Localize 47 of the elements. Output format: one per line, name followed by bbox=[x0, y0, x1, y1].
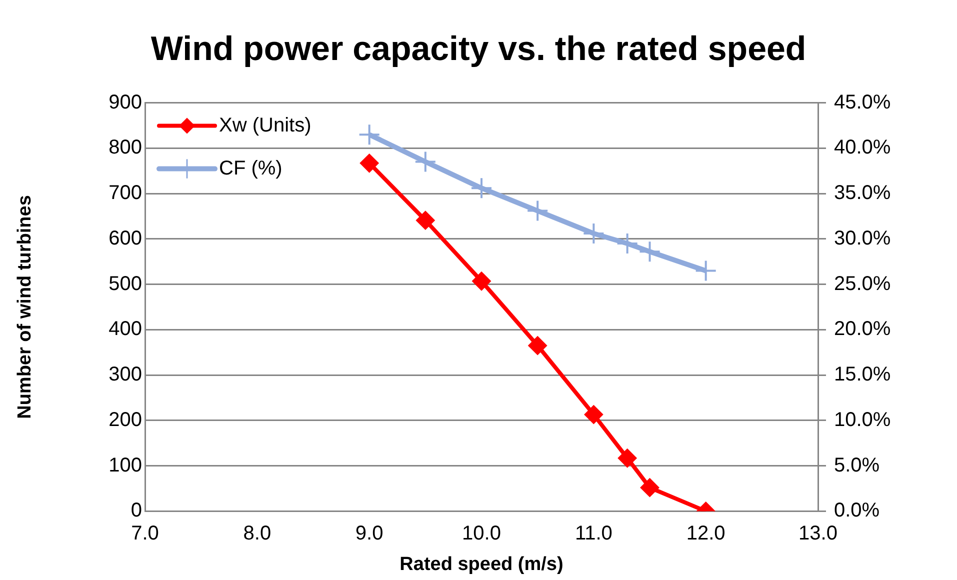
point bbox=[360, 154, 379, 173]
x-tick-label: 9.0 bbox=[355, 522, 384, 545]
x-tick-label: 13.0 bbox=[798, 522, 838, 545]
point bbox=[528, 336, 548, 356]
point bbox=[638, 240, 661, 263]
x-axis-title: Rated speed (m/s) bbox=[400, 554, 564, 575]
legend-label: Xw (Units) bbox=[219, 114, 312, 136]
y-tick-label: 700 bbox=[108, 182, 142, 204]
x-tick-label: 8.0 bbox=[243, 522, 272, 545]
point bbox=[416, 210, 435, 230]
y2-tick-label: 35.0% bbox=[834, 182, 891, 204]
point bbox=[616, 232, 638, 254]
legend-label: CF (%) bbox=[219, 157, 282, 180]
point bbox=[640, 478, 660, 498]
y2-tick-label: 40.0% bbox=[834, 136, 891, 159]
y2-tick-label: 45.0% bbox=[834, 91, 891, 114]
point bbox=[358, 124, 380, 146]
y-tick-label: 100 bbox=[108, 454, 142, 476]
y-tick-label: 0 bbox=[130, 500, 142, 522]
x-tick-label: 11.0 bbox=[574, 522, 612, 545]
point bbox=[618, 448, 637, 468]
y-axis-title: Number of wind turbines bbox=[14, 195, 36, 419]
y-tick-label: 200 bbox=[108, 408, 142, 431]
point bbox=[470, 177, 492, 200]
point bbox=[584, 405, 604, 424]
y-tick-label: 900 bbox=[108, 91, 142, 114]
point bbox=[582, 222, 605, 244]
y-tick-label: 800 bbox=[108, 136, 142, 159]
y-tick-label: 600 bbox=[108, 227, 142, 250]
y-tick-label: 300 bbox=[108, 364, 142, 386]
y-tick-label: 400 bbox=[108, 318, 142, 340]
x-tick-label: 10.0 bbox=[462, 522, 501, 545]
y2-tick-label: 15.0% bbox=[834, 364, 891, 386]
y2-tick-label: 10.0% bbox=[834, 408, 891, 431]
x-tick-label: 12.0 bbox=[686, 522, 726, 545]
y2-tick-label: 25.0% bbox=[834, 272, 891, 295]
y2-tick-label: 0.0% bbox=[834, 500, 880, 522]
y-tick-label: 500 bbox=[108, 272, 142, 295]
point bbox=[414, 150, 436, 173]
point bbox=[526, 200, 549, 222]
chart-title: Wind power capacity vs. the rated speed bbox=[150, 30, 806, 68]
point bbox=[472, 272, 491, 291]
y2-tick-label: 30.0% bbox=[834, 227, 891, 250]
point bbox=[694, 260, 717, 282]
y2-tick-label: 20.0% bbox=[834, 318, 891, 340]
x-tick-label: 7.0 bbox=[131, 522, 159, 545]
y2-tick-label: 5.0% bbox=[834, 454, 880, 476]
